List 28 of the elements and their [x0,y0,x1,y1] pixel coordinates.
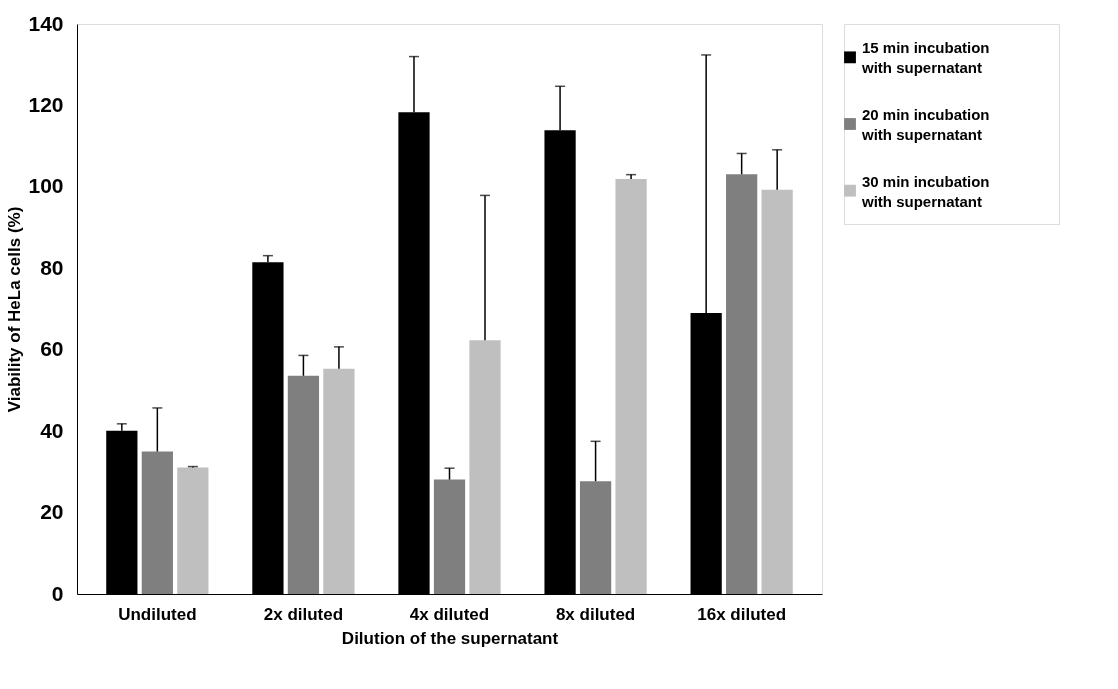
x-tick-label: Undiluted [118,604,197,624]
bar [469,340,501,594]
y-tick-label: 40 [40,418,64,442]
legend-label: 15 min incubation with supernatant [861,39,990,77]
y-tick-label: 0 [51,581,64,605]
x-tick-label: 16x diluted [697,604,787,624]
y-axis-title: Viability of HeLa cells (%) [5,206,25,413]
bar [177,467,209,594]
x-tick-label: 8x diluted [555,604,636,624]
legend-label: 30 min incubation with supernatant [861,172,990,210]
x-tick-label: 2x diluted [263,604,344,624]
y-tick-label: 80 [40,255,64,279]
y-tick-label: 120 [28,92,64,116]
y-tick-label: 100 [28,174,64,198]
bar [761,189,793,594]
bar [287,375,320,594]
y-tick-label: 60 [40,337,64,361]
x-tick-label: 4x diluted [409,604,490,624]
y-tick-label: 20 [40,500,64,524]
bar [323,368,355,594]
bar [433,479,466,594]
y-tick-label: 140 [28,11,64,35]
x-axis-title: Dilution of the supernatant [341,628,559,648]
bar [579,481,612,594]
bar [141,451,173,594]
bar [615,179,647,594]
bar [726,174,758,594]
legend-label: 20 min incubation with supernatant [861,106,990,143]
